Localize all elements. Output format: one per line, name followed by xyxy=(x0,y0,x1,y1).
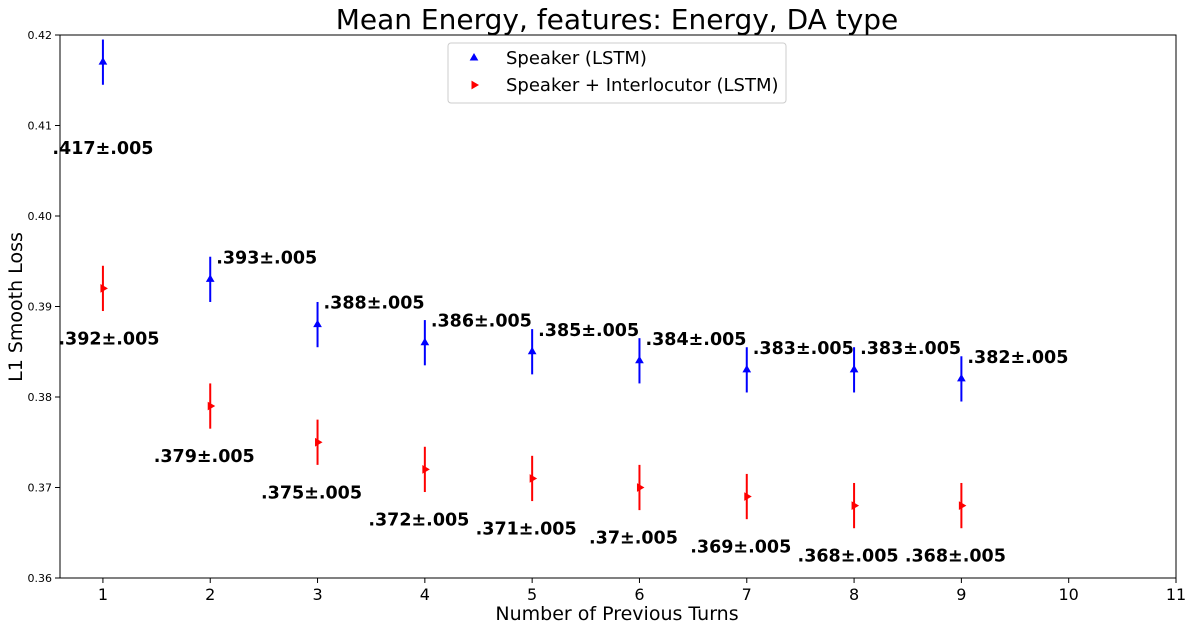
y-tick-label: 0.38 xyxy=(28,391,53,404)
series-1-point xyxy=(420,337,430,346)
y-tick-label: 0.42 xyxy=(28,29,53,42)
series-2-data-label: .37±.005 xyxy=(589,529,678,549)
series-2-data-label: .368±.005 xyxy=(798,547,899,567)
series-1-data-label: .385±.005 xyxy=(538,321,639,341)
series-1-data-label: .386±.005 xyxy=(431,312,532,332)
x-tick-label: 2 xyxy=(205,585,215,604)
x-tick-label: 1 xyxy=(98,585,108,604)
series-1-point xyxy=(957,373,966,382)
series-2-data-label: .375±.005 xyxy=(261,483,362,503)
series-1-data-label: .383±.005 xyxy=(753,339,854,359)
series-2-point xyxy=(100,284,108,293)
y-tick-label: 0.37 xyxy=(28,482,53,495)
x-tick-label: 5 xyxy=(527,585,537,604)
series-2-data-label: .392±.005 xyxy=(58,329,159,349)
series-2-point xyxy=(958,501,967,510)
x-tick-label: 4 xyxy=(420,585,430,604)
series-2-data-label: .372±.005 xyxy=(368,510,469,530)
series-2-point xyxy=(315,437,323,447)
series-1-point xyxy=(205,274,215,282)
series-2-point xyxy=(851,501,860,510)
series-1-data-label: .383±.005 xyxy=(860,339,961,359)
legend-entry-1: Speaker (LSTM) xyxy=(506,48,647,69)
x-tick-label: 8 xyxy=(849,585,859,604)
series-1-data-label: .384±.005 xyxy=(645,330,746,350)
x-tick-label: 10 xyxy=(1059,585,1079,604)
series-2-data-label: .379±.005 xyxy=(154,447,255,467)
chart-title: Mean Energy, features: Energy, DA type xyxy=(336,3,899,36)
data-marks xyxy=(98,39,967,529)
series-1-point xyxy=(742,364,752,373)
series-1-point xyxy=(849,364,859,373)
series-2-point xyxy=(422,465,430,474)
series-1-point xyxy=(98,57,108,65)
series-1-point xyxy=(635,355,644,364)
x-tick-label: 7 xyxy=(742,585,752,604)
legend-marker-2 xyxy=(471,80,479,90)
y-tick-label: 0.36 xyxy=(28,572,53,585)
x-axis-label: Number of Previous Turns xyxy=(495,603,738,625)
series-2-data-label: .368±.005 xyxy=(905,547,1006,567)
series-1-data-label: .393±.005 xyxy=(216,248,317,268)
series-1-data-label: .388±.005 xyxy=(324,294,425,314)
series-1-point xyxy=(313,319,322,328)
legend-entry-2: Speaker + Interlocutor (LSTM) xyxy=(506,75,779,96)
axis-ticks: 1 2 3 4 5 6 7 8 9 10 11 0.36 0.37 0.38 0.39 0.40 0.41 0.4… xyxy=(28,29,1187,604)
plot-frame xyxy=(59,34,1177,579)
series-2-data-label: .371±.005 xyxy=(476,519,577,539)
series-1-data-label: .417±.005 xyxy=(52,139,153,159)
x-tick-label: 3 xyxy=(312,585,322,604)
y-tick-label: 0.41 xyxy=(28,120,53,133)
series-1-data-label: .382±.005 xyxy=(967,348,1068,368)
legend-box xyxy=(447,42,787,104)
series-2-point xyxy=(744,492,752,501)
y-tick-label: 0.40 xyxy=(28,210,53,223)
legend: Speaker (LSTM) Speaker + Interlocutor (LS… xyxy=(447,42,787,104)
series-2-data-label: .369±.005 xyxy=(690,538,791,558)
x-tick-label: 6 xyxy=(634,585,644,604)
series-1-point xyxy=(527,346,537,355)
y-tick-label: 0.39 xyxy=(28,301,53,314)
series-2-point xyxy=(636,483,645,492)
legend-marker-1 xyxy=(469,53,479,61)
y-axis-label: L1 Smooth Loss xyxy=(5,232,27,382)
series-2-point xyxy=(529,474,538,483)
series-2-point xyxy=(207,401,216,411)
x-tick-label: 9 xyxy=(956,585,966,604)
x-tick-label: 11 xyxy=(1166,585,1186,604)
data-labels: .417±.005 .393±.005 .388±.005 .386±.005 .385… xyxy=(52,139,1068,566)
